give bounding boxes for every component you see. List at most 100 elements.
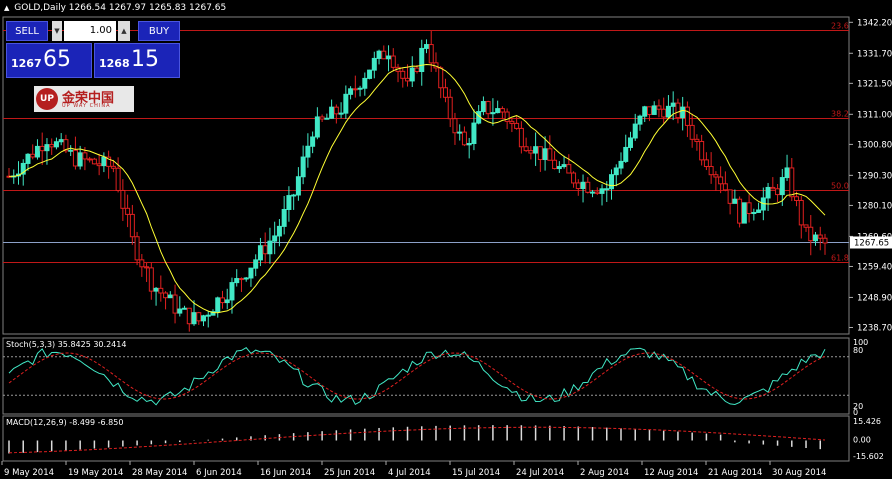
candle-body — [822, 237, 828, 244]
candle-body — [139, 259, 145, 268]
sell-price-pips: 65 — [43, 47, 71, 72]
candle-body — [637, 115, 643, 125]
macd-label: MACD(12,26,9) -8.499 -6.850 — [6, 418, 123, 427]
fib-level-label: 50.0 — [831, 182, 849, 191]
candle-body — [798, 199, 804, 226]
candle-body — [495, 108, 501, 114]
stoch-panel-frame — [2, 337, 850, 415]
candle-body — [125, 207, 131, 215]
candle-body — [177, 308, 183, 314]
date-axis-label: 6 Jun 2014 — [196, 468, 242, 478]
candle-body — [746, 202, 752, 215]
candle-body — [784, 167, 790, 179]
buy-price-box[interactable]: 1268 15 — [94, 43, 180, 78]
stoch-axis-label: 0 — [853, 408, 858, 417]
symbol-label: GOLD,Daily — [14, 3, 66, 13]
candle-body — [34, 145, 40, 158]
candle-body — [623, 146, 629, 162]
candle-body — [627, 137, 633, 148]
stoch-axis-label: 80 — [853, 346, 863, 355]
candle-body — [148, 267, 154, 292]
candle-body — [44, 144, 50, 152]
candle-body — [49, 144, 55, 148]
fib-level-label: 61.8 — [831, 254, 849, 263]
stoch-label: Stoch(5,3,3) 35.8425 30.2414 — [6, 340, 126, 349]
candle-body — [286, 195, 292, 210]
candle-body — [419, 47, 425, 73]
lot-decrease-icon[interactable]: ▼ — [52, 21, 62, 41]
candle-body — [561, 164, 567, 168]
candle-body — [737, 198, 743, 224]
candle-body — [167, 294, 173, 299]
candle-body — [53, 141, 59, 148]
macd-axis-label: -15.602 — [853, 452, 884, 461]
candle-body — [689, 124, 695, 140]
candle-body — [466, 143, 472, 146]
price-axis-label: 1300.80 — [857, 140, 892, 150]
date-axis-label: 16 Jun 2014 — [260, 468, 311, 478]
candle-body — [376, 50, 382, 59]
candle-body — [343, 93, 349, 114]
candle-body — [741, 202, 747, 224]
candle-body — [281, 208, 287, 227]
buy-price-prefix: 1268 — [99, 57, 130, 70]
date-axis-label: 30 Aug 2014 — [772, 468, 826, 478]
candle-body — [25, 153, 31, 164]
sell-price-box[interactable]: 1267 65 — [6, 43, 92, 78]
date-axis-label: 19 May 2014 — [68, 468, 123, 478]
candle-body — [101, 156, 107, 167]
price-axis-label: 1248.90 — [857, 293, 892, 303]
candle-body — [106, 156, 112, 167]
candle-body — [675, 102, 681, 119]
buy-button[interactable]: BUY — [138, 21, 180, 41]
lot-increase-icon[interactable]: ▲ — [118, 21, 130, 41]
stoch-main-line — [8, 347, 826, 406]
candle-body — [333, 106, 339, 115]
fib-level-label: 23.6 — [831, 22, 849, 31]
candle-body — [566, 164, 572, 174]
candle-body — [713, 174, 719, 178]
sell-button[interactable]: SELL — [6, 21, 48, 41]
candle-body — [485, 101, 491, 115]
price-axis-label: 1321.50 — [857, 79, 892, 89]
date-axis-label: 24 Jul 2014 — [516, 468, 564, 478]
candle-body — [656, 105, 662, 110]
candle-body — [400, 70, 406, 79]
moving-average-line — [8, 63, 826, 314]
candle-body — [276, 225, 282, 237]
candle-body — [684, 106, 690, 126]
macd-signal-line — [8, 426, 826, 454]
triangle-icon[interactable]: ▲ — [4, 4, 10, 12]
price-axis-label: 1311.00 — [857, 110, 892, 120]
candle-body — [39, 145, 45, 152]
candle-body — [72, 149, 78, 167]
candle-body — [305, 145, 311, 158]
candle-body — [542, 148, 548, 161]
candle-body — [590, 191, 596, 194]
candle-body — [144, 266, 150, 269]
logo-cn-text: 金荣中国 — [62, 91, 115, 106]
candle-body — [414, 67, 420, 73]
candle-body — [528, 150, 534, 154]
candle-body — [172, 294, 178, 314]
lot-size-input[interactable]: 1.00 — [64, 21, 116, 41]
candle-body — [329, 106, 335, 119]
candle-body — [613, 167, 619, 176]
candle-body — [599, 188, 605, 194]
candle-body — [813, 234, 819, 242]
candle-body — [272, 235, 278, 242]
candle-body — [575, 182, 581, 190]
candle-body — [267, 240, 273, 255]
candle-body — [191, 312, 197, 325]
candle-body — [87, 158, 93, 161]
candle-body — [756, 209, 762, 213]
candle-body — [646, 106, 652, 115]
candle-body — [699, 140, 705, 161]
logo-mark-icon: UP — [36, 88, 58, 110]
candle-body — [243, 277, 249, 280]
candle-body — [262, 245, 268, 255]
candle-body — [63, 139, 69, 152]
candle-body — [457, 131, 463, 134]
candle-body — [253, 259, 259, 269]
